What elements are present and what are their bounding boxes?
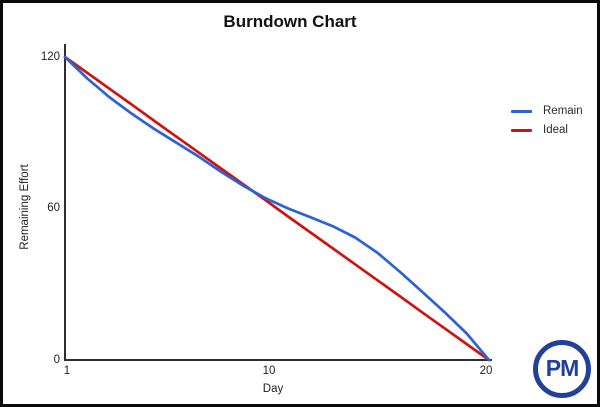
x-axis-tick-10: 10 xyxy=(262,365,276,377)
y-axis-title: Remaining Effort xyxy=(19,164,31,250)
line-chart-canvas xyxy=(63,44,492,362)
x-axis-tick-20: 20 xyxy=(479,365,493,377)
remain-line-swatch xyxy=(511,109,532,113)
chart-legend: Remain Ideal xyxy=(511,105,583,136)
x-axis-tick-1: 1 xyxy=(63,365,71,377)
legend-label-remain: Remain xyxy=(543,105,583,117)
ideal-line xyxy=(63,55,491,362)
y-axis-tick-60: 60 xyxy=(47,202,60,214)
remain-line xyxy=(63,55,491,362)
pm-logo[interactable]: PM xyxy=(533,340,591,398)
y-axis-tick-0: 0 xyxy=(53,354,60,366)
y-axis-tick-120: 120 xyxy=(40,51,60,63)
chart-title: Burndown Chart xyxy=(223,12,357,31)
x-axis-title: Day xyxy=(262,383,284,395)
legend-item-ideal: Ideal xyxy=(511,124,583,136)
legend-label-ideal: Ideal xyxy=(543,124,568,136)
pm-logo-text: PM xyxy=(545,354,579,381)
ideal-line-swatch xyxy=(511,128,532,132)
chart-axes xyxy=(64,44,492,361)
legend-item-remain: Remain xyxy=(511,105,583,117)
